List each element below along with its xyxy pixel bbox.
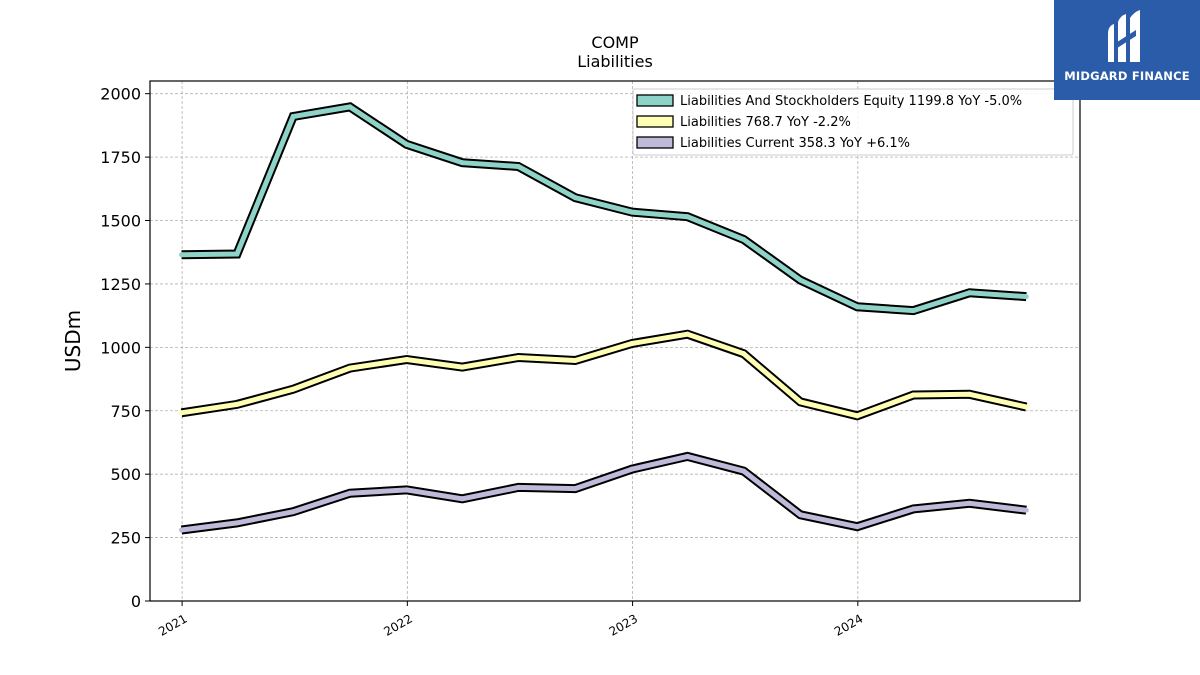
y-axis: 0 250 500 750 1000 1250 1500 1750 2000 [100,85,150,611]
y-tick-label: 500 [110,465,141,484]
x-axis: 2021 2022 2023 2024 [156,601,865,639]
data-point [404,487,410,493]
data-point [854,413,860,419]
y-tick-label: 250 [110,529,141,548]
chart-subtitle: Liabilities [577,52,653,71]
series-2 [178,329,1029,421]
data-point [629,341,635,347]
plot-frame [149,80,1081,602]
y-axis-label: USDm [61,310,85,372]
data-point [685,453,691,459]
data-point [685,214,691,220]
data-point [685,331,691,337]
data-point [572,358,578,364]
x-tick-label: 2024 [832,611,865,638]
data-point [1023,507,1029,513]
data-point [234,401,240,407]
data-point [347,365,353,371]
series-line-outline [180,451,1027,535]
y-tick-label: 750 [110,402,141,421]
data-point [234,251,240,257]
legend-swatch [636,94,674,107]
data-point [290,386,296,392]
data-point [910,506,916,512]
data-point [797,277,803,283]
data-point [459,364,465,370]
x-tick-label: 2023 [607,611,640,638]
data-point [572,486,578,492]
y-tick-label: 1250 [100,275,141,294]
legend: Liabilities And Stockholders Equity 1199… [632,88,1074,156]
data-point [629,466,635,472]
legend-box [632,88,1074,156]
x-tick-label: 2021 [156,611,189,638]
data-point [515,163,521,169]
data-point [347,104,353,110]
data-point [404,141,410,147]
data-point [290,509,296,515]
data-point [629,209,635,215]
data-point [854,524,860,530]
data-point [178,527,184,533]
series-line [181,453,1027,533]
data-point [459,496,465,502]
y-tick-label: 2000 [100,85,141,104]
grid-lines [150,81,1080,602]
data-point [404,357,410,363]
data-point [1023,294,1029,300]
y-tick-label: 1500 [100,212,141,231]
data-point [967,500,973,506]
legend-swatch [636,115,674,128]
series-1 [178,102,1029,316]
data-point [1023,404,1029,410]
series-layer [178,102,1029,535]
data-point [290,114,296,120]
data-point [910,392,916,398]
data-point [797,399,803,405]
data-point [515,484,521,490]
data-point [854,304,860,310]
data-point [910,308,916,314]
data-point [178,252,184,258]
data-point [967,290,973,296]
midgard-logo-mark-icon [1108,10,1140,62]
y-tick-label: 0 [131,592,141,611]
midgard-logo: MIDGARD FINANCE [1054,0,1200,100]
x-tick-label: 2022 [381,611,414,638]
series-line-outline [180,329,1028,421]
series-line [181,331,1027,419]
series-line [181,104,1027,314]
data-point [741,351,747,357]
legend-entry: Liabilities And Stockholders Equity 1199… [680,94,1022,109]
y-tick-label: 1750 [100,148,141,167]
data-point [797,512,803,518]
legend-entry: Liabilities 768.7 YoY -2.2% [680,115,851,130]
data-point [234,520,240,526]
data-point [572,195,578,201]
data-point [967,391,973,397]
y-tick-label: 1000 [100,338,141,357]
data-point [741,468,747,474]
data-point [178,410,184,416]
chart-title: COMP [591,33,639,52]
data-point [459,160,465,166]
series-3 [178,451,1029,535]
legend-entry: Liabilities Current 358.3 YoY +6.1% [680,136,910,151]
data-point [741,237,747,243]
data-point [347,490,353,496]
data-point [515,354,521,360]
legend-swatch [636,136,674,149]
logo-text: MIDGARD FINANCE [1064,69,1190,83]
